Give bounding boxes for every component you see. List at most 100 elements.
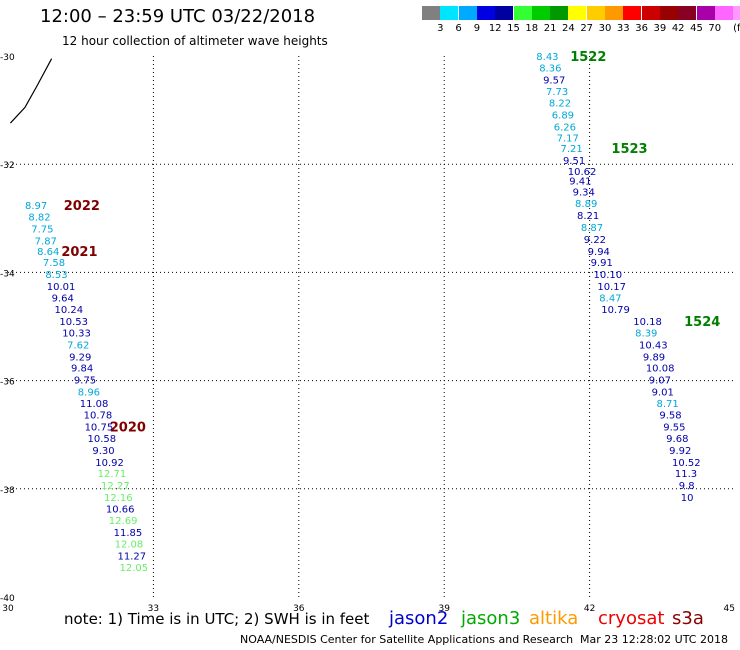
swh-value-label: 9.55 (663, 423, 685, 434)
swh-value-label: 9.01 (652, 387, 674, 398)
color-scale-label: 24 (562, 23, 575, 34)
color-swatch (623, 6, 642, 20)
lon-tick-label: 30 (2, 604, 14, 614)
swh-value-label: 12.71 (98, 469, 127, 480)
color-swatch (714, 6, 733, 20)
color-swatch (458, 6, 477, 20)
swh-value-label: 10.79 (601, 305, 630, 316)
swh-value-label: 10.53 (59, 317, 88, 328)
swh-value-label: 10.43 (639, 340, 668, 351)
swh-value-label: 9.29 (69, 352, 91, 363)
lon-tick-label: 45 (724, 604, 735, 614)
color-swatch (531, 6, 550, 20)
swh-value-label: 6.26 (554, 122, 576, 133)
color-swatch (678, 6, 697, 20)
swh-value-label: 9.84 (71, 364, 93, 375)
color-scale-label: 9 (473, 23, 481, 34)
lat-tick-label: -40 (0, 594, 15, 604)
swh-value-label: 9.07 (649, 376, 671, 387)
color-scale-label: 33 (616, 23, 630, 34)
swh-value-label: 8.97 (25, 201, 47, 212)
color-swatch (586, 6, 605, 20)
lon-tick-label: 36 (293, 604, 305, 614)
swh-value-label: 10.92 (95, 458, 124, 469)
swh-value-label: 8.53 (45, 270, 67, 281)
track-label: 1523 (611, 142, 647, 157)
swh-value-label: 12.08 (115, 539, 144, 550)
color-swatch (733, 6, 740, 20)
color-scale-label: 6 (455, 23, 462, 34)
swh-value-label: 9.58 (659, 411, 681, 422)
swh-value-label: 8.82 (28, 213, 50, 224)
swh-value-label: 7.17 (557, 134, 579, 145)
lat-tick-label: -36 (0, 378, 15, 388)
swh-value-label: 10.01 (47, 282, 76, 293)
legend-jason3: jason3 (461, 608, 521, 629)
swh-value-label: 10.52 (672, 458, 701, 469)
lon-tick-label: 42 (584, 604, 595, 614)
track-label: 2020 (110, 421, 146, 436)
swh-value-label: 10.08 (646, 364, 675, 375)
swh-value-label: 7.62 (67, 340, 89, 351)
swh-value-label: 8.22 (549, 99, 571, 110)
color-scale-label: 27 (580, 23, 594, 34)
swh-value-label: 12.16 (104, 493, 133, 504)
color-swatch (568, 6, 587, 20)
swh-value-label: 9.30 (92, 446, 114, 457)
swh-value-label: 11.3 (675, 469, 697, 480)
track-label: 2022 (64, 199, 100, 214)
swh-value-label: 10.66 (106, 504, 135, 515)
swh-value-label: 8.96 (78, 387, 100, 398)
swh-value-label: 7.21 (561, 144, 583, 155)
legend-s3a: s3a (672, 608, 704, 629)
track-label: 1522 (570, 50, 606, 65)
swh-value-label: 9.68 (666, 434, 688, 445)
color-scale-label: 42 (671, 23, 685, 34)
swh-value-label: 7.73 (546, 87, 568, 98)
swh-value-label: 10 (681, 493, 694, 504)
swh-value-label: 10.17 (597, 282, 626, 293)
swh-value-label: 10.58 (87, 434, 116, 445)
credit-text: NOAA/NESDIS Center for Satellite Applica… (240, 633, 574, 646)
swh-value-label: 8.47 (599, 293, 621, 304)
lon-tick-label: 39 (438, 604, 450, 614)
swh-value-label: 7.75 (31, 225, 53, 236)
swh-value-label: 8.39 (635, 328, 657, 339)
coastline (9, 58, 53, 124)
swh-value-label: 8.43 (536, 52, 558, 63)
swh-value-label: 11.85 (114, 528, 143, 539)
swh-value-label: 8.64 (37, 247, 59, 258)
swh-value-label: 9.64 (52, 293, 74, 304)
swh-value-label: 9.91 (591, 258, 613, 269)
swh-value-label: 7.87 (35, 236, 57, 247)
swh-value-label: 7.58 (43, 258, 65, 269)
color-swatch (495, 6, 514, 20)
color-swatch (440, 6, 459, 20)
color-scale-label: 36 (635, 23, 648, 34)
lat-tick-label: -38 (0, 486, 15, 496)
swh-value-label: 8.21 (577, 211, 599, 222)
swh-value-label: 11.27 (118, 551, 147, 562)
swh-value-label: 10.24 (55, 305, 84, 316)
lat-tick-label: -30 (0, 53, 15, 63)
swh-value-label: 8.36 (539, 63, 561, 74)
swh-value-label: 8.87 (581, 223, 603, 234)
swh-value-label: 9.75 (74, 376, 96, 387)
color-scale-label: 18 (525, 23, 539, 34)
swh-value-label: 9.34 (573, 187, 595, 198)
swh-value-label: 9.92 (669, 446, 691, 457)
swh-value-label: 12.27 (101, 481, 130, 492)
color-scale-label: 30 (598, 23, 612, 34)
swh-value-label: 12.69 (109, 516, 138, 527)
swh-value-label: 9.89 (643, 352, 665, 363)
color-swatch (696, 6, 715, 20)
color-swatch (641, 6, 660, 20)
swh-value-label: 10.33 (62, 328, 91, 339)
swh-value-label: 9.8 (679, 481, 695, 492)
color-scale-unit: (ft) (733, 23, 740, 34)
color-swatch (659, 6, 678, 20)
swh-value-label: 10.62 (568, 167, 597, 178)
units-note: note: 1) Time is in UTC; 2) SWH is in fe… (64, 610, 370, 628)
swh-value-label: 10.18 (633, 317, 662, 328)
color-scale-label: 12 (488, 23, 502, 34)
